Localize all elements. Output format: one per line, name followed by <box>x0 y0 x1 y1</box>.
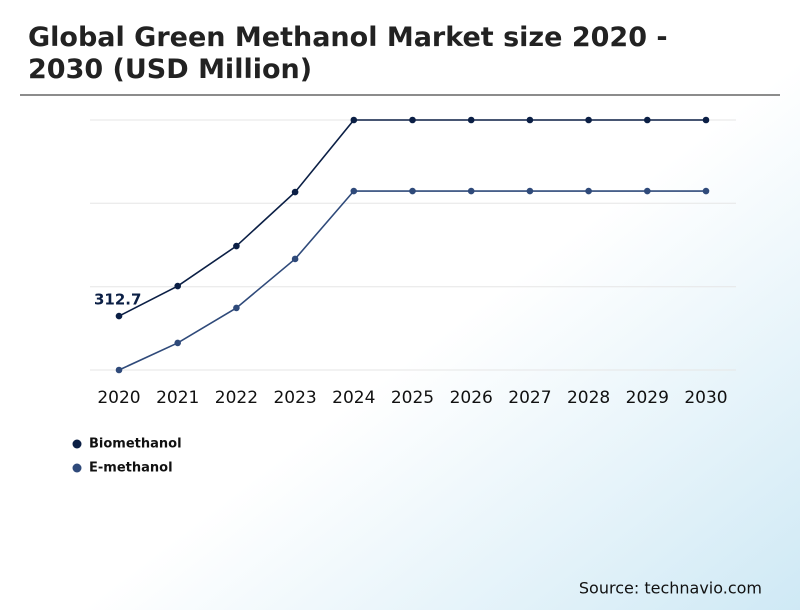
point <box>526 116 534 124</box>
x-tick-label: 2028 <box>567 388 610 408</box>
point <box>291 255 299 263</box>
chart-title: Global Green Methanol Market size 2020 -… <box>28 22 668 85</box>
point <box>526 187 534 195</box>
point <box>115 366 123 374</box>
point <box>702 187 710 195</box>
x-tick-label: 2020 <box>97 388 140 408</box>
point <box>174 282 181 290</box>
x-tick-label: 2024 <box>332 388 375 408</box>
x-tick-label: 2026 <box>450 388 493 408</box>
x-tick-label: 2025 <box>391 388 434 408</box>
legend-marker <box>72 463 82 473</box>
legend-label: Biomethanol <box>89 437 182 452</box>
point <box>644 116 651 124</box>
x-tick-label: 2027 <box>508 388 551 408</box>
value-label: 312.7 <box>94 291 141 309</box>
point <box>409 187 416 195</box>
point <box>644 187 651 195</box>
point <box>467 116 475 124</box>
x-tick-label: 2023 <box>273 388 316 408</box>
point <box>350 187 358 195</box>
source: Source: technavio.com <box>579 579 762 598</box>
point <box>409 116 416 124</box>
point <box>702 116 710 124</box>
point <box>291 188 299 196</box>
point <box>233 304 240 312</box>
point <box>350 116 358 124</box>
x-tick-label: 2022 <box>215 388 258 408</box>
x-tick-label: 2030 <box>684 388 727 408</box>
x-tick-label: 2029 <box>626 388 669 408</box>
point <box>467 187 475 195</box>
point <box>585 187 592 195</box>
x-tick-label: 2021 <box>156 388 199 408</box>
point <box>585 116 592 124</box>
point <box>174 339 181 347</box>
point <box>233 242 240 250</box>
title-box: Global Green Methanol Market size 2020 -… <box>28 22 668 85</box>
legend-label: E-methanol <box>89 461 173 476</box>
legend-marker <box>72 439 82 449</box>
point <box>115 312 123 320</box>
